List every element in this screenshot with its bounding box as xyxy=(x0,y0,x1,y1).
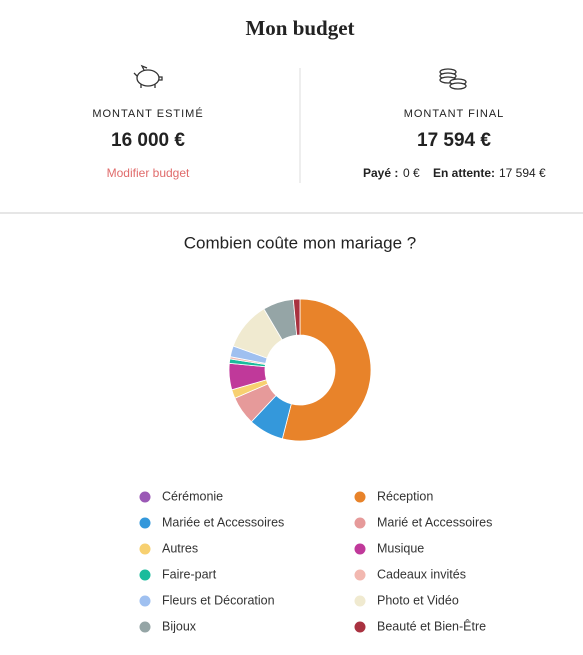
legend-label: Marié et Accessoires xyxy=(377,515,492,529)
legend-label: Cérémonie xyxy=(162,489,223,503)
piggy-icon xyxy=(133,64,163,88)
pending-amount: 17 594 € xyxy=(499,166,546,180)
legend-swatch xyxy=(354,595,366,607)
legend-swatch xyxy=(139,621,151,633)
legend-swatch xyxy=(354,569,366,581)
pending-label: En attente: xyxy=(433,166,495,180)
coins-icon xyxy=(439,68,467,90)
legend-label: Bijoux xyxy=(162,619,197,633)
legend-swatch xyxy=(139,569,151,581)
legend-label: Autres xyxy=(162,541,198,555)
chart-title: Combien coûte mon mariage ? xyxy=(184,233,416,252)
legend-label: Beauté et Bien-Être xyxy=(377,618,486,633)
legend-label: Cadeaux invités xyxy=(377,567,466,581)
legend-swatch xyxy=(354,491,366,503)
page-title: Mon budget xyxy=(245,16,354,40)
donut-segment xyxy=(292,298,301,336)
legend-swatch xyxy=(354,621,366,633)
legend-swatch xyxy=(139,491,151,503)
donut-segment xyxy=(281,298,372,442)
legend-label: Réception xyxy=(377,489,433,503)
estimate-amount: 16 000 € xyxy=(111,130,185,151)
legend-swatch xyxy=(139,595,151,607)
legend-swatch xyxy=(139,517,151,529)
legend-label: Mariée et Accessoires xyxy=(162,515,284,529)
final-label: MONTANT FINAL xyxy=(404,108,505,120)
paid-label: Payé : xyxy=(363,166,398,180)
legend-label: Photo et Vidéo xyxy=(377,593,459,607)
paid-amount: 0 € xyxy=(403,166,420,180)
legend-swatch xyxy=(139,543,151,555)
legend-swatch xyxy=(354,517,366,529)
legend-label: Fleurs et Décoration xyxy=(162,593,275,607)
legend-label: Faire-part xyxy=(162,567,217,581)
modify-budget-link[interactable]: Modifier budget xyxy=(107,166,190,180)
final-amount: 17 594 € xyxy=(417,130,491,151)
legend-swatch xyxy=(354,543,366,555)
estimate-label: MONTANT ESTIMÉ xyxy=(92,107,203,120)
legend-label: Musique xyxy=(377,541,424,555)
